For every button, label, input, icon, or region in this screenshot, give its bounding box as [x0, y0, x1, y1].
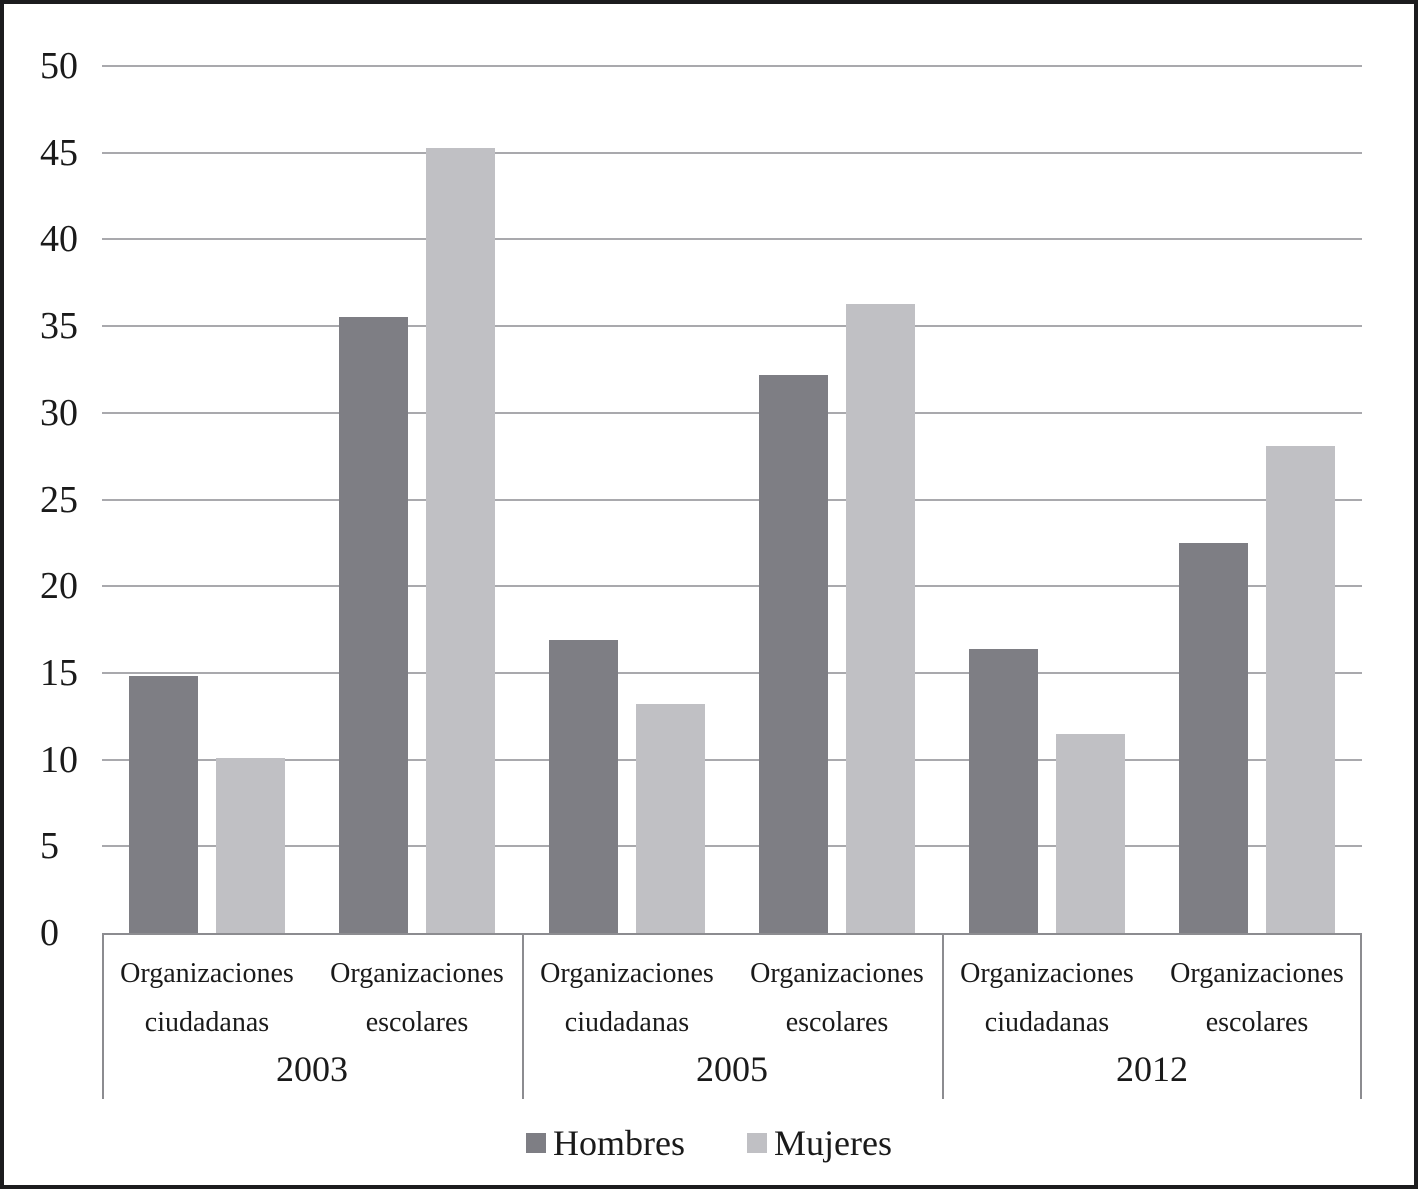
bar-mujeres-2012-organizaciones-ciudadanas: [1056, 733, 1125, 933]
y-tick-label-20: 20: [40, 565, 78, 608]
x-group-label-2012: 2012: [1116, 1049, 1188, 1089]
x-category-label-2005-organizaciones-ciudadanas: Organizaciones ciudadanas: [540, 958, 714, 1038]
bar-mujeres-2003-organizaciones-escolares: [426, 147, 495, 933]
legend-swatch-mujeres-icon: [747, 1133, 767, 1153]
x-axis-separator-2: [942, 935, 944, 1099]
legend-label-hombres: Hombres: [553, 1123, 685, 1163]
bar-hombres-2012-organizaciones-escolares: [1179, 542, 1248, 933]
x-axis-label-box: Organizaciones ciudadanas Organizaciones es…: [102, 933, 1362, 1101]
y-tick-label-10: 10: [40, 738, 78, 781]
gridline-y25: [102, 498, 1362, 501]
bar-hombres-2012-organizaciones-ciudadanas: [969, 648, 1038, 933]
x-axis-separator-1: [522, 935, 524, 1099]
legend: Hombres Mujeres: [4, 1117, 1414, 1169]
bar-hombres-2003-organizaciones-escolares: [339, 317, 408, 933]
x-category-label-2005-organizaciones-escolares: Organizaciones escolares: [750, 958, 924, 1038]
x-category-label-2012-organizaciones-escolares: Organizaciones escolares: [1170, 958, 1344, 1038]
bar-hombres-2005-organizaciones-ciudadanas: [549, 639, 618, 933]
bar-mujeres-2012-organizaciones-escolares: [1266, 445, 1335, 933]
gridline-y35: [102, 325, 1362, 328]
bar-hombres-2005-organizaciones-escolares: [759, 374, 828, 933]
y-tick-label-5: 5: [40, 825, 59, 868]
y-tick-label-30: 30: [40, 391, 78, 434]
plot-area: [102, 65, 1362, 933]
gridline-y40: [102, 238, 1362, 241]
y-tick-label-50: 50: [40, 45, 78, 87]
gridline-y30: [102, 411, 1362, 414]
legend-item-hombres: Hombres: [526, 1123, 685, 1163]
y-tick-label-35: 35: [40, 305, 78, 348]
legend-item-mujeres: Mujeres: [747, 1123, 892, 1163]
y-tick-label-15: 15: [40, 651, 78, 694]
bar-mujeres-2005-organizaciones-escolares: [846, 303, 915, 933]
y-tick-label-0: 0: [40, 912, 59, 954]
gridline-y50: [102, 65, 1362, 67]
legend-label-mujeres: Mujeres: [774, 1123, 892, 1163]
x-group-label-2005: 2005: [696, 1049, 768, 1089]
x-axis-separator-0: [102, 935, 104, 1099]
legend-swatch-hombres-icon: [526, 1133, 547, 1153]
x-category-label-2003-organizaciones-escolares: Organizaciones escolares: [330, 958, 504, 1038]
x-category-label-2012-organizaciones-ciudadanas: Organizaciones ciudadanas: [960, 958, 1134, 1038]
gridline-y20: [102, 585, 1362, 588]
bar-hombres-2003-organizaciones-ciudadanas: [129, 676, 198, 933]
x-category-label-2003-organizaciones-ciudadanas: Organizaciones ciudadanas: [120, 958, 294, 1038]
gridline-y10: [102, 758, 1362, 761]
gridline-y45: [102, 151, 1362, 154]
y-axis-labels: 0 5 10 15 20 25 30 35 40 45 50: [40, 4, 100, 1185]
bar-mujeres-2003-organizaciones-ciudadanas: [216, 757, 285, 933]
y-tick-label-25: 25: [40, 478, 78, 521]
x-axis-separator-3: [1360, 935, 1362, 1099]
bar-mujeres-2005-organizaciones-ciudadanas: [636, 704, 705, 933]
gridline-y15: [102, 671, 1362, 674]
gridline-y5: [102, 845, 1362, 848]
y-tick-label-45: 45: [40, 131, 78, 174]
y-tick-label-40: 40: [40, 218, 78, 261]
x-group-label-2003: 2003: [276, 1049, 348, 1089]
